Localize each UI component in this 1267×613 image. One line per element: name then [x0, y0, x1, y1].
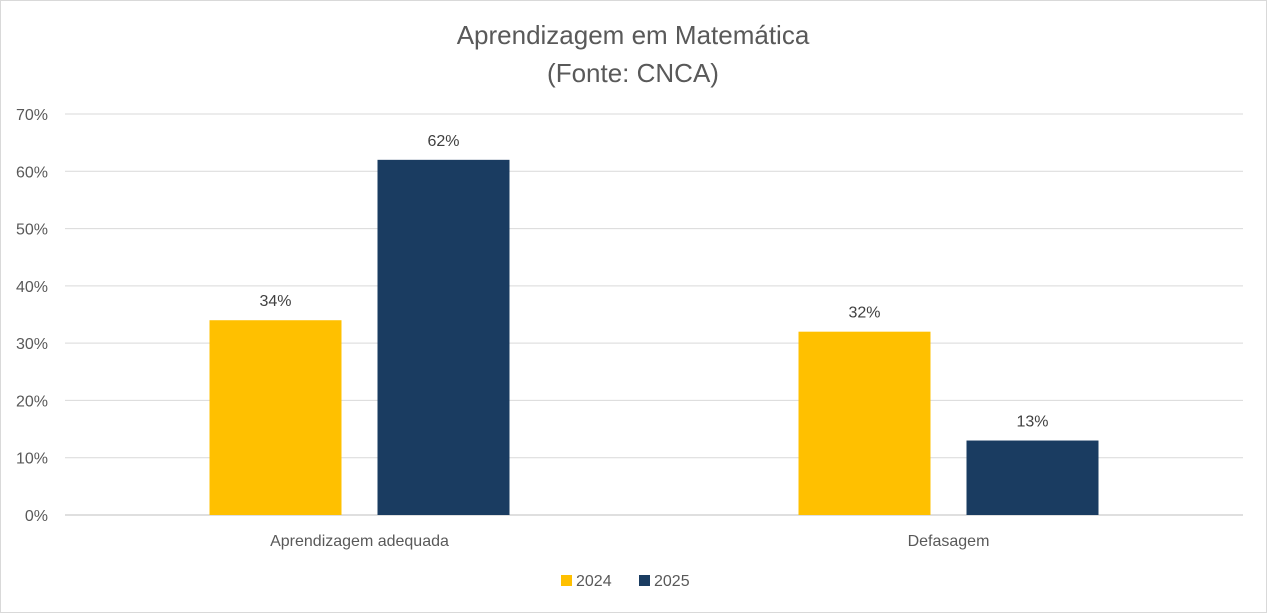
x-category-label: Aprendizagem adequada — [270, 533, 449, 550]
y-tick-label: 30% — [16, 336, 48, 353]
legend-swatch-2024 — [561, 575, 572, 586]
chart-title: Aprendizagem em Matemática — [457, 20, 810, 50]
data-label: 62% — [427, 133, 459, 150]
y-tick-label: 60% — [16, 164, 48, 181]
category-labels: Aprendizagem adequada Defasagem — [270, 533, 989, 550]
y-tick-label: 0% — [25, 508, 48, 525]
x-category-label: Defasagem — [908, 533, 990, 550]
y-tick-label: 50% — [16, 222, 48, 239]
bar-2024-defasagem — [798, 331, 931, 515]
data-label: 32% — [848, 305, 880, 322]
data-label: 34% — [259, 293, 291, 310]
bar-2025-defasagem — [966, 440, 1099, 515]
chart-subtitle: (Fonte: CNCA) — [547, 58, 719, 88]
y-tick-label: 10% — [16, 451, 48, 468]
y-axis-ticks: 0% 10% 20% 30% 40% 50% 60% 70% — [16, 107, 48, 525]
y-tick-label: 70% — [16, 107, 48, 124]
bar-2025-aprendizagem-adequada — [377, 159, 510, 516]
y-tick-label: 40% — [16, 279, 48, 296]
bar-labels: 34% 62% 32% 13% — [259, 133, 1048, 431]
bars — [209, 159, 1099, 516]
legend-label-2025: 2025 — [654, 573, 690, 590]
legend-label-2024: 2024 — [576, 573, 612, 590]
y-tick-label: 20% — [16, 393, 48, 410]
data-label: 13% — [1016, 414, 1048, 431]
legend: 2024 2025 — [561, 573, 690, 590]
bar-2024-aprendizagem-adequada — [209, 320, 342, 515]
legend-swatch-2025 — [639, 575, 650, 586]
